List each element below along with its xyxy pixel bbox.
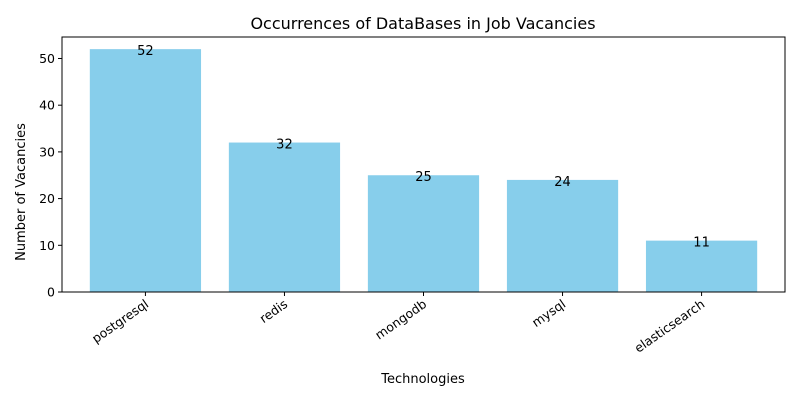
y-tick-label: 10 [39, 238, 55, 253]
y-tick-label: 40 [39, 98, 55, 113]
chart-title: Occurrences of DataBases in Job Vacancie… [250, 14, 595, 33]
y-tick-label: 50 [39, 51, 55, 66]
y-axis-label: Number of Vacancies [14, 123, 29, 261]
data-label-elasticsearch: 11 [693, 236, 710, 251]
bar-mysql [506, 179, 619, 292]
bar-redis [228, 142, 341, 292]
y-tick-label: 20 [39, 191, 55, 206]
bar-postgresql [89, 49, 202, 292]
x-axis-label: Technologies [380, 372, 465, 387]
data-label-redis: 32 [276, 138, 293, 153]
data-label-mongodb: 25 [415, 170, 432, 185]
bar-elasticsearch [645, 240, 758, 292]
y-tick-label: 0 [47, 285, 55, 300]
data-label-postgresql: 52 [137, 44, 154, 59]
data-label-mysql: 24 [554, 175, 571, 190]
bar-mongodb [367, 175, 480, 292]
y-tick-label: 30 [39, 144, 55, 159]
